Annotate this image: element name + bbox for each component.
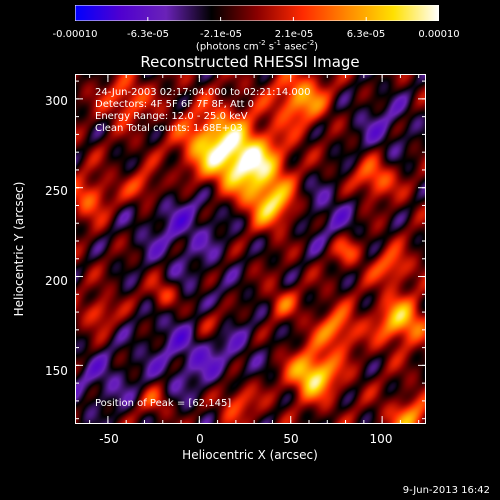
y-axis-label: Heliocentric Y (arcsec) — [12, 181, 26, 317]
colorbar-gradient — [75, 5, 439, 21]
info-detectors: Detectors: 4F 5F 6F 7F 8F, Att 0 — [95, 99, 255, 110]
x-tick-label: -50 — [99, 432, 119, 446]
info-peak-position: Position of Peak = [62,145] — [95, 398, 232, 409]
colorbar — [75, 5, 439, 21]
x-tick-label: 0 — [196, 432, 204, 446]
x-axis-label: Heliocentric X (arcsec) — [182, 448, 318, 462]
info-time-range: 24-Jun-2003 02:17:04.000 to 02:21:14.000 — [95, 87, 311, 98]
colorbar-units: (photons cm-2 s-1 asec-2) — [195, 39, 319, 53]
colorbar-tick: 2.1e-05 — [274, 29, 314, 40]
date-stamp: 9-Jun-2013 16:42 — [402, 485, 490, 496]
colorbar-tick: 0.00010 — [418, 29, 460, 40]
y-tick-label: 200 — [45, 274, 68, 288]
plot-frame — [75, 74, 426, 424]
x-tick-label: 100 — [369, 432, 393, 446]
chart-title: Reconstructed RHESSI Image — [140, 53, 360, 71]
y-tick-label: 300 — [45, 94, 68, 108]
info-energy-range: Energy Range: 12.0 - 25.0 keV — [95, 111, 248, 122]
colorbar-tick: -6.3e-05 — [127, 29, 169, 40]
y-tick-label: 250 — [45, 184, 68, 198]
colorbar-tick: -2.1e-05 — [200, 29, 242, 40]
y-tick-label: 150 — [45, 364, 68, 378]
info-clean-counts: Clean Total counts: 1.68E+03 — [95, 123, 243, 134]
x-tick-label: 50 — [283, 432, 299, 446]
colorbar-tick: 6.3e-05 — [346, 29, 386, 40]
colorbar-tick: -0.00010 — [52, 29, 98, 40]
heatmap-image — [75, 74, 426, 424]
